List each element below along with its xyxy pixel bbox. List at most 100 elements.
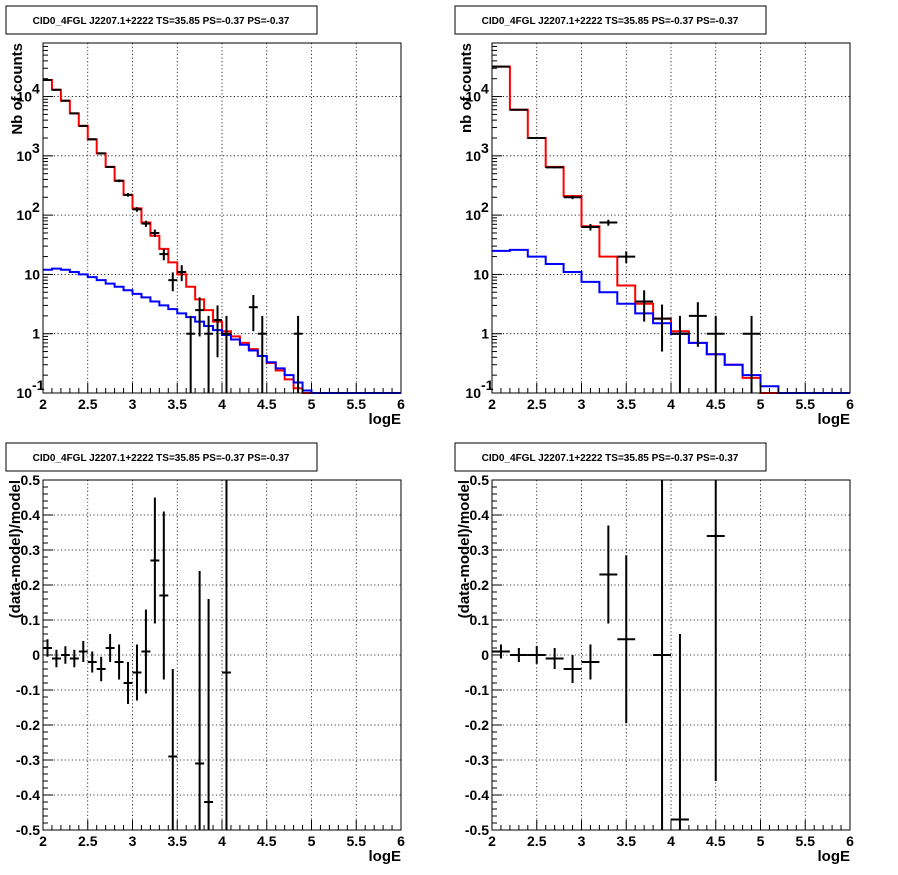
x-tick-label: 2 [39,833,47,849]
grid [43,480,401,830]
y-tick-label: 10 [465,89,481,105]
title-box [454,442,767,472]
panel-title: CID0_4FGL J2207.1+2222 TS=35.85 PS=-0.37… [482,16,739,27]
y-tick-exponent: 4 [481,81,489,97]
y-tick-label: 0.5 [470,472,490,488]
x-tick-label: 2.5 [527,833,547,849]
x-tick-label: 2.5 [527,396,547,412]
x-tick-label: 2.5 [78,833,98,849]
source-model-histogram [43,267,401,394]
y-tick-label: 0.1 [470,612,490,628]
y-tick-label: -0.5 [16,822,40,838]
y-tick-label: 0.4 [21,507,41,523]
y-tick-label: 10 [16,385,32,401]
x-tick-label: 3 [578,833,586,849]
panel-title: CID0_4FGL J2207.1+2222 TS=35.85 PS=-0.37… [33,16,290,27]
x-axis-title: logE [369,848,402,865]
x-tick-label: 3.5 [168,833,188,849]
y-tick-label: -0.4 [465,787,489,803]
y-tick-label: -0.4 [16,787,40,803]
title-box [5,442,318,472]
y-tick-label: 1 [481,326,489,342]
grid [43,43,401,393]
x-tick-label: 5 [308,396,316,412]
plot-frame [42,479,402,831]
y-tick-label: 0.5 [21,472,41,488]
y-tick-exponent: 3 [32,140,40,156]
x-tick-label: 4.5 [257,833,277,849]
y-tick-label: 0.2 [21,577,41,593]
y-tick-label: 0.4 [470,507,490,523]
x-tick-label: 4 [218,396,226,412]
x-tick-label: 4 [218,833,226,849]
y-axis-title: nb of counts [458,43,475,133]
x-tick-label: 3 [129,396,137,412]
y-tick-label: 0 [32,647,40,663]
x-tick-label: 5.5 [347,833,367,849]
x-tick-label: 5.5 [796,833,816,849]
y-axis-title: (data-model)/model [7,480,24,618]
y-tick-label: 10 [16,207,32,223]
x-tick-label: 6 [846,833,854,849]
x-tick-label: 2 [39,396,47,412]
y-tick-label: 10 [465,385,481,401]
y-tick-exponent: 2 [32,199,40,215]
x-tick-label: 5.5 [347,396,367,412]
x-axis-title: logE [369,411,402,428]
y-tick-exponent: 3 [481,140,489,156]
series-layer [43,480,231,830]
x-axis-title: logE [818,411,851,428]
y-tick-label: -0.3 [16,752,40,768]
x-tick-label: 4 [667,833,675,849]
y-tick-label: 0 [481,647,489,663]
y-tick-label: -0.2 [465,717,489,733]
panel-title: CID0_4FGL J2207.1+2222 TS=35.85 PS=-0.37… [33,453,290,464]
x-tick-label: 3.5 [617,396,637,412]
y-tick-label: 10 [465,148,481,164]
title-box [454,5,767,35]
panel-counts-right: CID0_4FGL J2207.1+2222 TS=35.85 PS=-0.37… [454,5,854,428]
y-tick-label: 0.2 [470,577,490,593]
y-tick-label: 10 [16,89,32,105]
y-tick-label: -0.2 [16,717,40,733]
panel-residuals-left: CID0_4FGL J2207.1+2222 TS=35.85 PS=-0.37… [5,442,405,865]
y-tick-label: 0.3 [470,542,490,558]
plot-frame [42,42,402,394]
y-tick-label: 10 [24,266,40,282]
series-layer [492,480,725,830]
x-tick-label: 6 [397,396,405,412]
x-tick-label: 5 [757,396,765,412]
y-tick-exponent: 2 [481,199,489,215]
x-tick-label: 3.5 [168,396,188,412]
y-tick-label: 10 [465,207,481,223]
y-axis-title: (data-model)/model [456,480,473,618]
y-tick-label: 0.1 [21,612,41,628]
tick-layer: 2 2.5 3 3.5 4 4.5 5 5.5 6 -0.5 -0.4 -0.3 -0.2 -0.1 0 0.… [465,472,854,849]
x-tick-label: 2 [488,833,496,849]
x-tick-label: 3 [129,833,137,849]
x-tick-label: 3.5 [617,833,637,849]
x-axis-title: logE [818,848,851,865]
x-tick-label: 6 [397,833,405,849]
panel-title: CID0_4FGL J2207.1+2222 TS=35.85 PS=-0.37… [482,453,739,464]
y-tick-label: -0.3 [465,752,489,768]
x-tick-label: 4.5 [257,396,277,412]
x-tick-label: 4.5 [706,396,726,412]
y-tick-exponent: 4 [32,81,40,97]
x-tick-label: 4 [667,396,675,412]
y-tick-label: 10 [473,266,489,282]
y-tick-label: -0.1 [16,682,40,698]
x-tick-label: 4.5 [706,833,726,849]
title-box [5,5,318,35]
y-tick-label: 10 [16,148,32,164]
x-tick-label: 5 [757,833,765,849]
y-tick-label: -0.5 [465,822,489,838]
plot-frame [491,42,851,394]
tick-layer: 2 2.5 3 3.5 4 4.5 5 5.5 6 -0.5 -0.4 -0.3 -0.2 -0.1 0 0.… [16,472,405,849]
x-tick-label: 3 [578,396,586,412]
y-tick-label: -0.1 [465,682,489,698]
x-tick-label: 2 [488,396,496,412]
